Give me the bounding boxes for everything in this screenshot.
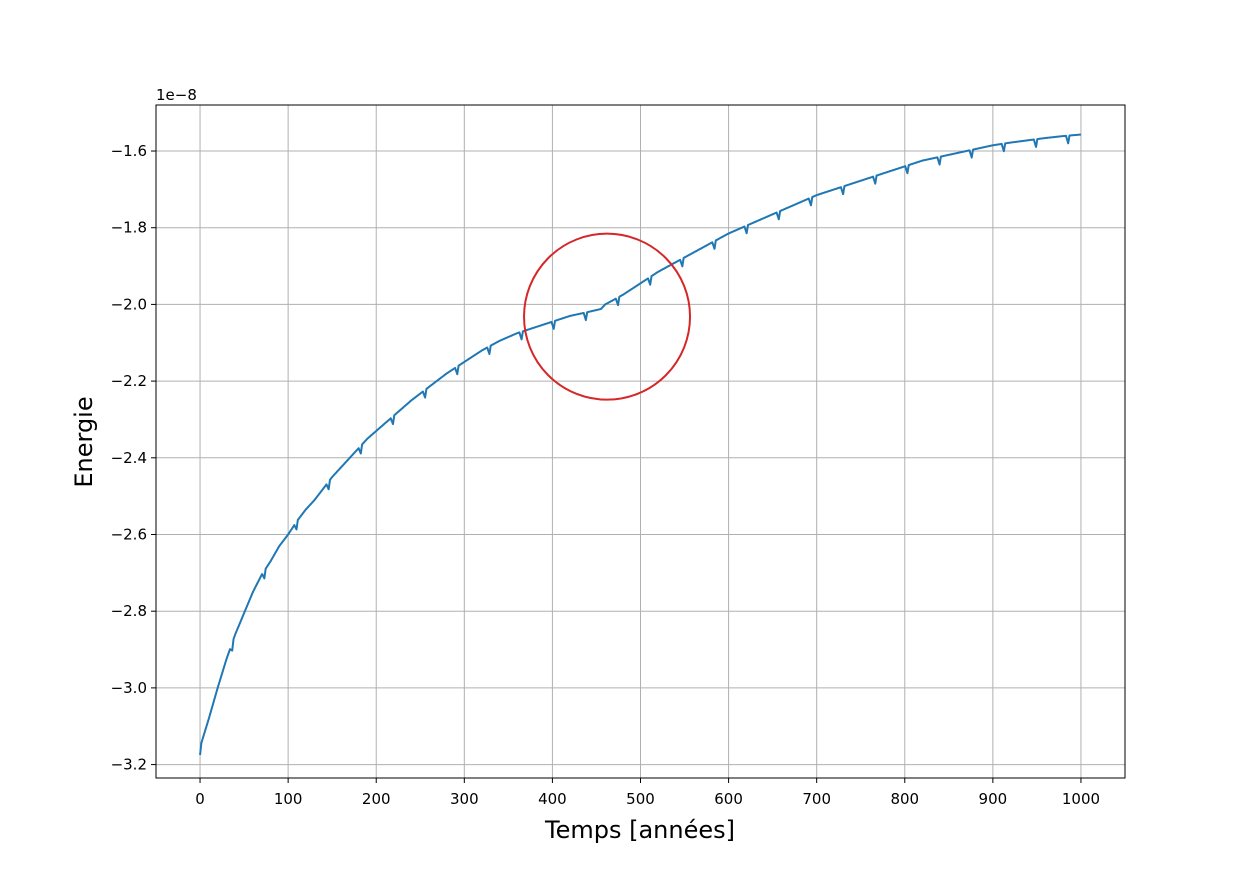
y-tick-label: −1.8 xyxy=(111,219,147,237)
y-tick-label: −2.2 xyxy=(111,372,147,390)
x-tick-label: 100 xyxy=(274,790,303,808)
x-tick-label: 200 xyxy=(362,790,391,808)
x-tick-label: 300 xyxy=(450,790,479,808)
y-axis-ticks: −3.2 −3.0 −2.8 −2.6 −2.4 −2.2 −2.0 −1.8 −1.6 xyxy=(111,142,156,774)
x-tick-label: 400 xyxy=(538,790,567,808)
x-tick-label: 900 xyxy=(979,790,1008,808)
highlight-circle xyxy=(523,232,692,401)
x-axis-ticks: 0 100 200 300 400 500 600 700 800 900 1000 xyxy=(195,778,1100,808)
y-tick-label: −3.2 xyxy=(111,756,147,774)
x-tick-label: 500 xyxy=(626,790,655,808)
series-line xyxy=(199,133,1082,756)
y-tick-label: −2.8 xyxy=(111,602,147,620)
y-tick-label: −3.0 xyxy=(111,679,147,697)
x-tick-label: 0 xyxy=(195,790,205,808)
x-tick-label: 800 xyxy=(890,790,919,808)
x-tick-label: 600 xyxy=(714,790,743,808)
x-axis-label: Temps [années] xyxy=(544,816,735,844)
y-tick-label: −2.4 xyxy=(111,449,147,467)
y-axis-offset-label: 1e−8 xyxy=(156,86,197,104)
grid-lines xyxy=(156,105,1125,778)
annotation-layer xyxy=(523,232,692,401)
y-tick-label: −2.6 xyxy=(111,525,147,543)
y-tick-label: −2.0 xyxy=(111,295,147,313)
y-axis-label: Energie xyxy=(70,396,98,487)
x-tick-label: 700 xyxy=(802,790,831,808)
y-tick-label: −1.6 xyxy=(111,142,147,160)
series-layer xyxy=(199,133,1082,756)
x-tick-label: 1000 xyxy=(1062,790,1100,808)
